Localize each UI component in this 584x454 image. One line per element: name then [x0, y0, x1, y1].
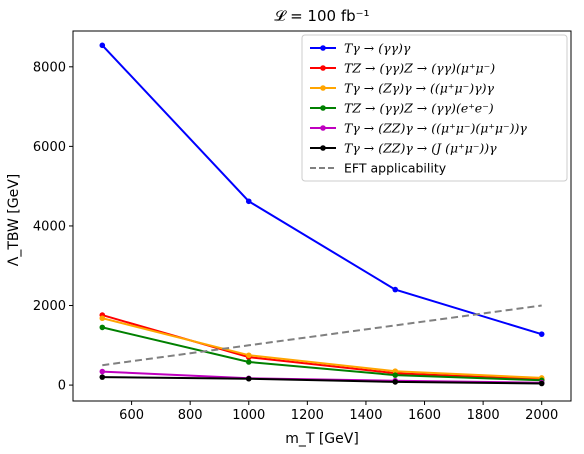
series-line: [102, 304, 542, 367]
series-layer: [99, 42, 545, 387]
data-point: [538, 380, 545, 387]
legend-entry: Tγ → (ZZ)γ → ((μ⁺μ⁻)(μ⁺μ⁻))γ: [310, 121, 527, 136]
chart-title: 𝓛 = 100 fb⁻¹: [274, 7, 369, 25]
data-point: [99, 42, 106, 49]
series-5: [99, 374, 545, 387]
y-tick-label: 0: [58, 379, 66, 394]
legend-label: Tγ → (γγ)γ: [344, 41, 411, 56]
legend-box: [301, 34, 568, 182]
legend-entry: Tγ → (γγ)γ: [310, 41, 411, 56]
data-point: [245, 198, 252, 205]
legend-label: Tγ → (ZZ)γ → ((μ⁺μ⁻)(μ⁺μ⁻))γ: [344, 121, 527, 136]
legend-label: EFT applicability: [344, 161, 447, 176]
legend-marker: [320, 45, 326, 51]
series-line: [101, 44, 542, 336]
x-tick-label: 1400: [349, 408, 382, 423]
x-tick-label: 1000: [232, 408, 265, 423]
y-tick-label: 4000: [33, 219, 66, 234]
legend-label: TZ → (γγ)Z → (γγ)(e⁺e⁻): [344, 101, 494, 116]
data-point: [392, 368, 399, 374]
legend-label: TZ → (γγ)Z → (γγ)(μ⁺μ⁻): [344, 61, 495, 76]
legend-marker: [320, 65, 326, 71]
x-axis-ticks: 600 800 1000 1200 1400 1600 1800 2000: [119, 401, 558, 423]
legend-entry: EFT applicability: [310, 161, 447, 176]
legend-label: Tγ → (ZZ)γ → (J (μ⁺μ⁻))γ: [344, 141, 497, 156]
legend-entry: Tγ → (Zγ)γ → ((μ⁺μ⁻)γ)γ: [310, 81, 494, 96]
legend-marker: [320, 105, 326, 111]
legend-entry: TZ → (γγ)Z → (γγ)(μ⁺μ⁻): [310, 61, 495, 76]
y-tick-label: 6000: [33, 140, 66, 155]
data-point: [99, 315, 106, 322]
legend-label: Tγ → (Zγ)γ → ((μ⁺μ⁻)γ)γ: [344, 81, 494, 96]
x-tick-label: 1600: [408, 408, 441, 423]
x-tick-label: 600: [119, 408, 144, 423]
series-0: [99, 42, 545, 337]
x-tick-label: 1800: [467, 408, 500, 423]
legend-entry: TZ → (γγ)Z → (γγ)(e⁺e⁻): [310, 101, 494, 116]
data-point: [99, 368, 106, 375]
series-6: [102, 304, 542, 367]
data-point: [538, 331, 545, 337]
y-tick-label: 8000: [33, 60, 66, 75]
data-point: [392, 372, 399, 378]
series-1: [99, 312, 545, 383]
data-point: [245, 359, 252, 365]
data-point: [99, 324, 106, 331]
data-point: [245, 375, 252, 382]
series-line: [102, 376, 542, 385]
data-point: [99, 374, 106, 380]
legend-marker: [320, 145, 326, 151]
y-axis-ticks: 0 2000 4000 6000 8000: [33, 60, 73, 394]
y-tick-label: 2000: [33, 299, 66, 314]
x-tick-label: 2000: [525, 408, 558, 423]
data-point: [392, 286, 399, 293]
series-line: [102, 317, 542, 379]
legend-marker: [320, 85, 326, 91]
legend-marker: [320, 125, 326, 131]
data-point: [245, 352, 252, 359]
y-axis-label: Λ_TBW [GeV]: [6, 174, 22, 267]
x-tick-label: 1200: [291, 408, 324, 423]
series-line: [102, 314, 542, 381]
x-axis-label: m_T [GeV]: [285, 431, 359, 447]
data-point: [392, 379, 399, 385]
x-tick-label: 800: [178, 408, 203, 423]
series-2: [99, 315, 545, 381]
legend-entry: Tγ → (ZZ)γ → (J (μ⁺μ⁻))γ: [310, 141, 497, 156]
series-line: [102, 326, 542, 382]
plot-area-frame: [72, 30, 572, 402]
legend: Tγ → (γγ)γ TZ → (γγ)Z → (γγ)(μ⁺μ⁻) Tγ → (Z…: [301, 34, 568, 182]
